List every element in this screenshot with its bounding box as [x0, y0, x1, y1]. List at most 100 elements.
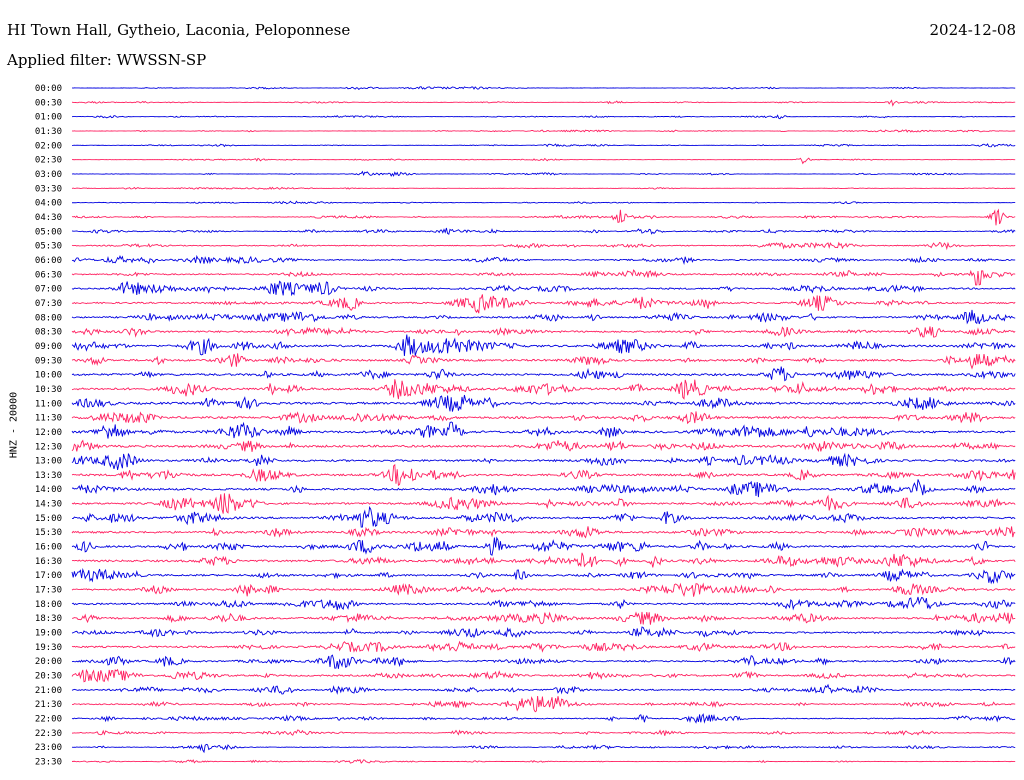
trace-line [71, 505, 1016, 528]
row-time-label: 03:30 [35, 184, 62, 194]
trace-line [71, 536, 1016, 556]
trace-line [71, 241, 1016, 251]
trace-line [71, 280, 1016, 297]
row-time-label: 19:00 [35, 629, 62, 639]
row-time-label: 21:30 [35, 700, 62, 710]
row-time-label: 22:30 [35, 729, 62, 739]
trace-line [71, 493, 1016, 514]
row-time-label: 21:00 [35, 686, 62, 696]
row-time-label: 14:00 [35, 485, 62, 495]
row-time-label: 05:30 [35, 242, 62, 252]
trace-line [71, 479, 1016, 498]
row-time-label: 17:30 [35, 586, 62, 596]
row-time-label: 10:00 [35, 371, 62, 381]
row-time-label: 11:30 [35, 414, 62, 424]
row-time-label: 16:00 [35, 543, 62, 553]
row-time-label: 20:00 [35, 657, 62, 667]
row-time-label: 13:00 [35, 457, 62, 467]
row-time-label: 22:00 [35, 715, 62, 725]
row-time-label: 08:00 [35, 313, 62, 323]
trace-line [71, 596, 1016, 611]
row-time-label: 15:30 [35, 528, 62, 538]
row-time-label: 18:30 [35, 614, 62, 624]
row-time-label: 02:30 [35, 156, 62, 166]
row-time-label: 15:00 [35, 514, 62, 524]
trace-line [71, 683, 1016, 695]
row-time-label: 04:30 [35, 213, 62, 223]
trace-line [71, 254, 1016, 265]
trace-line [71, 394, 1016, 412]
row-time-label: 20:30 [35, 672, 62, 682]
trace-line [71, 227, 1016, 235]
trace-line [71, 114, 1016, 120]
trace-line [71, 334, 1016, 356]
trace-line [71, 729, 1016, 736]
row-time-label: 23:00 [35, 743, 62, 753]
trace-line [71, 129, 1016, 133]
trace-line [71, 366, 1016, 382]
row-time-label: 07:00 [35, 285, 62, 295]
trace-line [71, 208, 1016, 226]
trace-line [71, 269, 1016, 286]
trace-line [71, 421, 1016, 439]
trace-line [71, 452, 1016, 471]
row-time-label: 12:30 [35, 442, 62, 452]
trace-line [71, 170, 1016, 177]
row-time-label: 04:00 [35, 199, 62, 209]
trace-line [71, 567, 1016, 585]
row-time-label: 06:30 [35, 270, 62, 280]
trace-line [71, 143, 1016, 148]
row-time-label: 01:30 [35, 127, 62, 137]
trace-line [71, 611, 1016, 625]
trace-line [71, 353, 1016, 370]
trace-line [71, 526, 1016, 539]
row-time-label: 14:30 [35, 500, 62, 510]
row-time-label: 02:00 [35, 141, 62, 151]
row-time-label: 00:00 [35, 84, 62, 94]
record-date: 2024-12-08 [929, 21, 1016, 39]
trace-line [71, 640, 1016, 653]
trace-line [71, 379, 1016, 400]
row-time-label: 18:00 [35, 600, 62, 610]
row-time-label: 11:00 [35, 399, 62, 409]
row-time-label: 01:00 [35, 113, 62, 123]
row-time-label: 12:00 [35, 428, 62, 438]
trace-line [71, 186, 1016, 190]
trace-line [71, 463, 1016, 486]
row-time-label: 03:00 [35, 170, 62, 180]
trace-line [71, 759, 1016, 764]
filter-label: Applied filter: WWSSN-SP [7, 51, 207, 69]
trace-line [71, 713, 1016, 724]
trace-line [71, 86, 1016, 90]
trace-line [71, 743, 1016, 754]
trace-line [71, 695, 1016, 713]
row-time-label: 00:30 [35, 98, 62, 108]
trace-line [71, 326, 1016, 338]
trace-line [71, 552, 1016, 569]
trace-line [71, 99, 1016, 107]
trace-line [71, 668, 1016, 683]
trace-line [71, 157, 1016, 165]
row-time-label: 19:30 [35, 643, 62, 653]
row-time-label: 07:30 [35, 299, 62, 309]
row-time-label: 13:30 [35, 471, 62, 481]
trace-line [71, 294, 1016, 314]
trace-line [71, 439, 1016, 452]
trace-line [71, 411, 1016, 425]
station-title: HI Town Hall, Gytheio, Laconia, Peloponn… [7, 21, 351, 39]
row-time-label: 10:30 [35, 385, 62, 395]
row-time-label: 05:00 [35, 227, 62, 237]
trace-line [71, 626, 1016, 639]
row-time-label: 16:30 [35, 557, 62, 567]
row-time-label: 09:00 [35, 342, 62, 352]
row-time-label: 06:00 [35, 256, 62, 266]
trace-line [71, 200, 1016, 205]
row-time-label: 08:30 [35, 328, 62, 338]
trace-line [71, 309, 1016, 325]
trace-line [71, 582, 1016, 597]
trace-line [71, 654, 1016, 669]
row-time-label: 17:00 [35, 571, 62, 581]
row-time-label: 23:30 [35, 758, 62, 768]
row-time-label: 09:30 [35, 356, 62, 366]
